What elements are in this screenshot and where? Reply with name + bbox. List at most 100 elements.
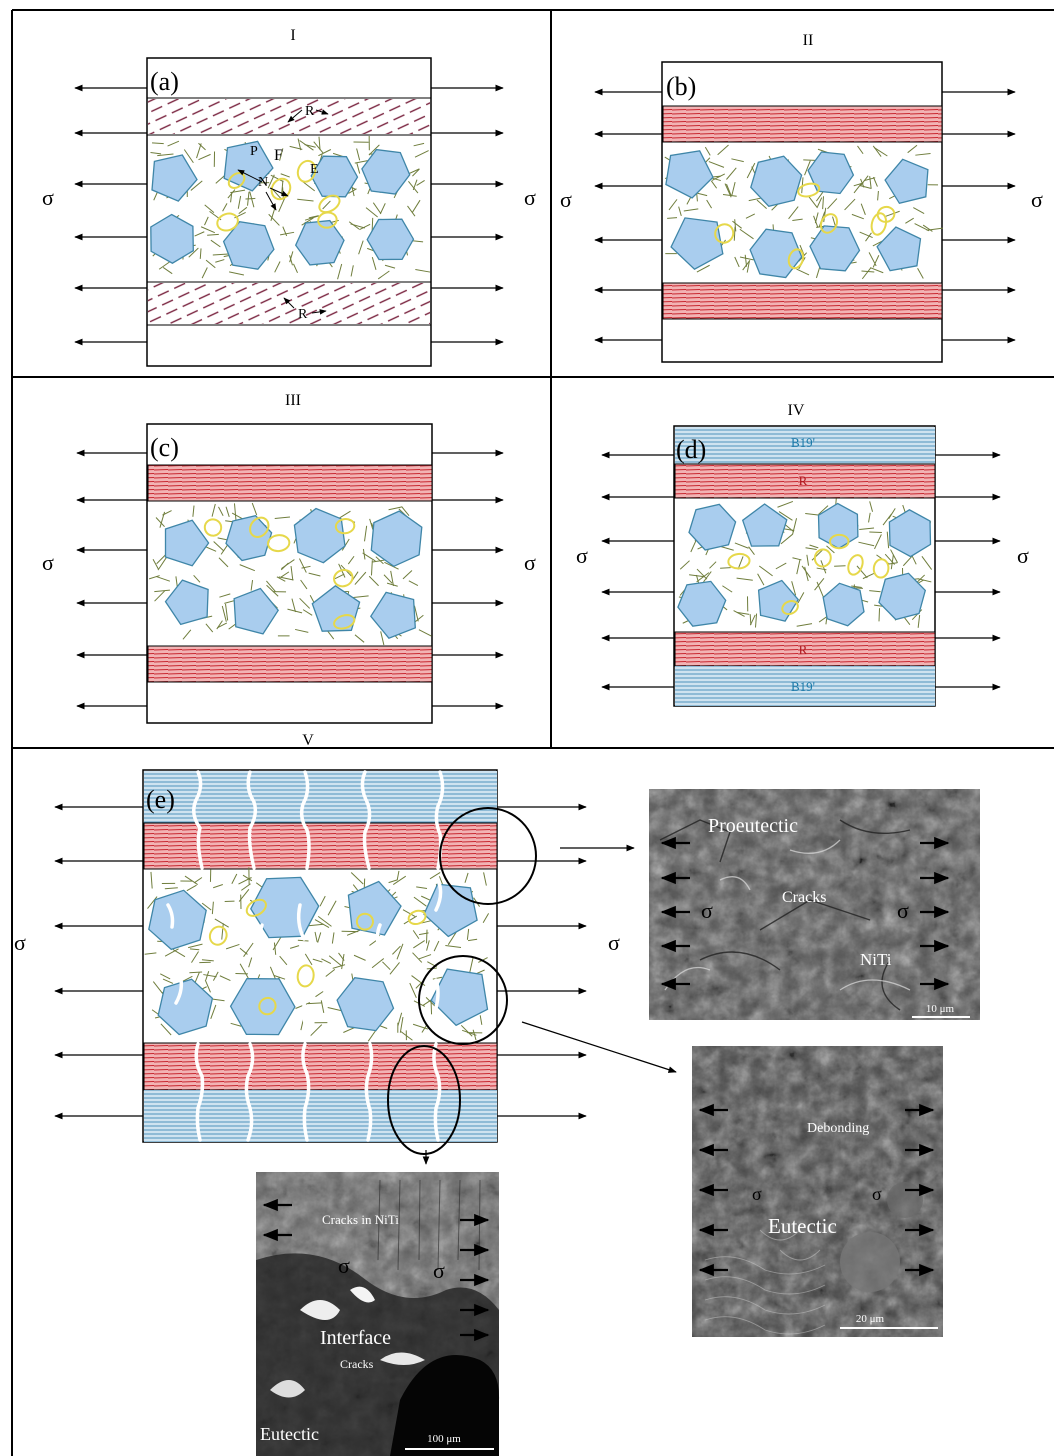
lamella <box>678 206 682 216</box>
lamella <box>297 198 314 202</box>
sem-image-eutectic: Debonding Eutectic σ σ 20 μm <box>692 1046 943 1337</box>
lamella <box>468 938 478 942</box>
lamella <box>709 561 717 569</box>
panel-b-label: (b) <box>666 72 696 101</box>
nucleus <box>208 925 228 946</box>
lamella <box>162 978 174 984</box>
lamella <box>221 923 224 940</box>
lamella <box>865 232 872 242</box>
primary-grain <box>293 507 346 564</box>
lamella <box>205 259 216 269</box>
lamella <box>309 1024 323 1037</box>
phase-label-b19-bottom: B19' <box>791 679 815 694</box>
lamella <box>917 615 921 628</box>
lamella <box>229 271 245 276</box>
lamella <box>813 215 819 228</box>
lamella <box>720 546 734 551</box>
lamella <box>873 147 888 157</box>
lamella <box>354 571 367 585</box>
sem-stress-arrows <box>262 1198 490 1342</box>
lamella <box>230 192 233 203</box>
lamella <box>152 558 159 570</box>
lamella <box>334 573 345 580</box>
lamella <box>733 226 736 241</box>
lamella <box>215 175 225 184</box>
lamella <box>915 153 931 156</box>
lamella <box>809 544 819 549</box>
lamella <box>213 884 223 889</box>
lamella <box>319 895 326 907</box>
lamella <box>219 975 231 982</box>
nucleus <box>296 159 317 183</box>
lamella <box>217 622 228 629</box>
primary-grain <box>361 148 411 195</box>
lamella <box>388 879 398 884</box>
lamella <box>215 259 225 263</box>
lamella <box>479 1015 483 1025</box>
lamella <box>869 531 882 534</box>
lamella <box>238 206 248 215</box>
annotation-r-top: R <box>305 104 315 119</box>
sem3-cracks-niti-label: Cracks in NiTi <box>322 1212 399 1227</box>
lamella <box>362 552 376 562</box>
lamella <box>317 916 332 927</box>
lamella <box>445 945 462 948</box>
lamella <box>242 874 253 882</box>
lamella <box>297 138 302 151</box>
lamella <box>354 160 368 164</box>
lamella <box>816 197 823 208</box>
lamella <box>472 1029 477 1041</box>
lamella <box>327 1006 343 1012</box>
lamella <box>808 196 818 209</box>
lamella <box>757 573 765 586</box>
primary-grain <box>148 889 207 951</box>
nucleus <box>270 177 292 201</box>
lamella <box>188 943 203 949</box>
lamella <box>289 251 294 263</box>
lamella <box>322 200 331 210</box>
lamella <box>152 981 164 995</box>
lamella <box>853 183 862 194</box>
lamella <box>225 943 240 950</box>
lamella <box>274 261 281 273</box>
lamella <box>371 958 385 969</box>
lamella <box>396 870 400 881</box>
lamella <box>886 531 890 549</box>
lamella <box>332 964 346 969</box>
lamella <box>775 562 787 570</box>
lamella <box>418 954 432 960</box>
lamella <box>703 571 712 583</box>
lamella <box>888 508 896 520</box>
lamella <box>300 579 308 590</box>
lamella <box>196 143 202 159</box>
lamella <box>299 597 311 609</box>
lamella <box>482 913 490 924</box>
lamella <box>375 556 384 565</box>
lamella <box>211 503 216 517</box>
lamella <box>668 199 678 211</box>
lamella <box>384 264 396 269</box>
lamella <box>222 203 228 212</box>
r-phase-band-bottom <box>662 282 943 320</box>
sem3-scale-label: 100 μm <box>427 1433 461 1445</box>
nucleus <box>819 213 839 234</box>
lamella <box>397 1012 403 1027</box>
lamella <box>868 512 871 523</box>
crack-lines <box>166 770 445 1142</box>
primary-grain <box>809 225 861 272</box>
lamella <box>780 533 793 545</box>
lamella <box>201 902 212 911</box>
lamella <box>233 503 237 521</box>
sem3-sigma-right: σ <box>433 1258 445 1283</box>
lamella <box>426 929 428 944</box>
phase-label-r-top: R <box>799 473 808 488</box>
sem1-scale-label: 10 μm <box>926 1003 955 1015</box>
lamella <box>218 557 229 568</box>
primary-grain <box>688 503 737 551</box>
lamella <box>433 940 440 952</box>
lamella <box>805 513 821 516</box>
lamella <box>162 267 173 275</box>
nucleus <box>828 533 850 550</box>
lamella <box>272 189 283 200</box>
lamella <box>384 561 399 570</box>
